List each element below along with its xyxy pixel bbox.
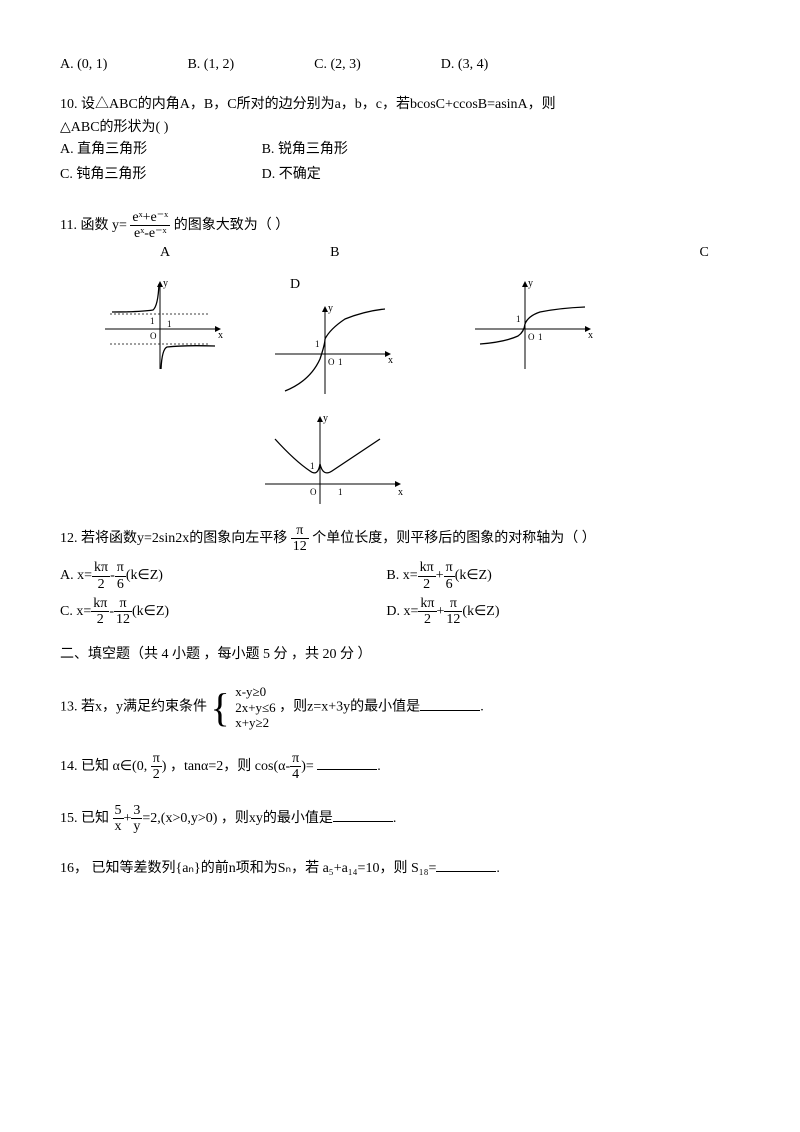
svg-text:1: 1 [538, 332, 543, 342]
q13: 13. 若x，y满足约束条件 { x-y≥0 2x+y≤6 x+y≥2 ，则z=… [60, 684, 740, 731]
graph-c: y x O 1 1 [470, 274, 600, 374]
q11-stem: 11. 函数 y= eˣ+e⁻ˣ eˣ-e⁻ˣ 的图象大致为（ ） [60, 210, 740, 242]
opt-b: B. x=kπ2+π6(k∈Z) [386, 560, 712, 592]
opt-d: D. 不确定 [262, 164, 464, 186]
q10-stem: 10. 设△ABC的内角A，B，C所对的边分别为a，b，c，若bcosC+cco… [60, 94, 740, 139]
label-d: D [290, 274, 400, 296]
q12: 12. 若将函数y=2sin2x的图象向左平移 π12 个单位长度，则平移后的图… [60, 523, 740, 632]
label-a: A [160, 242, 170, 264]
svg-text:1: 1 [516, 314, 521, 324]
opt-c: C. (2, 3) [314, 54, 361, 76]
q10: 10. 设△ABC的内角A，B，C所对的边分别为a，b，c，若bcosC+cco… [60, 94, 740, 188]
svg-text:1: 1 [338, 357, 343, 367]
opt-c: C. x=kπ2-π12(k∈Z) [60, 596, 386, 628]
opt-c: C. 钝角三角形 [60, 164, 262, 186]
svg-text:y: y [163, 278, 168, 289]
q-top-options: A. (0, 1) B. (1, 2) C. (2, 3) D. (3, 4) [60, 54, 740, 76]
svg-text:y: y [323, 413, 328, 424]
svg-text:O: O [528, 332, 535, 342]
q11-charts-row2: y x O 1 1 [260, 409, 740, 509]
opt-b: B. (1, 2) [187, 54, 234, 76]
opt-b: B. 锐角三角形 [262, 139, 464, 161]
graph-b: y x O 1 1 [270, 299, 400, 399]
svg-text:y: y [328, 303, 333, 314]
svg-text:O: O [150, 331, 157, 341]
svg-text:y: y [528, 278, 533, 289]
opt-a: A. (0, 1) [60, 54, 107, 76]
blank [436, 857, 496, 872]
opts: A. (0, 1) B. (1, 2) C. (2, 3) D. (3, 4) [60, 54, 740, 76]
q11-frac: eˣ+e⁻ˣ eˣ-e⁻ˣ [130, 210, 170, 242]
svg-text:1: 1 [310, 461, 315, 471]
q12-stem: 12. 若将函数y=2sin2x的图象向左平移 π12 个单位长度，则平移后的图… [60, 523, 740, 555]
brace-icon: { [211, 692, 230, 724]
q11-labels-row1: A B C [160, 242, 740, 264]
svg-text:x: x [388, 355, 393, 366]
q16: 16， 已知等差数列{aₙ}的前n项和为Sₙ，若 a₅+a₁₄=10，则 S₁₈… [60, 857, 740, 880]
blank [333, 807, 393, 822]
q14: 14. 已知 α∈(0, π2) ，tanα=2，则 cos(α-π4)= . [60, 751, 740, 783]
svg-text:x: x [398, 487, 403, 498]
label-d-wrap: D y x O 1 1 [270, 274, 400, 398]
svg-text:O: O [310, 487, 317, 497]
svg-text:O: O [328, 357, 335, 367]
svg-text:1: 1 [167, 319, 172, 329]
cases: x-y≥0 2x+y≤6 x+y≥2 [235, 684, 275, 731]
section-2-title: 二、填空题（共 4 小题 ，每小题 5 分 ，共 20 分 ） [60, 644, 740, 666]
blank [420, 696, 480, 711]
blank [317, 755, 377, 770]
opt-a: A. x=kπ2-π6(k∈Z) [60, 560, 386, 592]
graph-d: y x O 1 1 [260, 409, 410, 509]
svg-text:x: x [218, 330, 223, 341]
q11-charts-row1: y x O 1 1 D y x O 1 1 [100, 274, 740, 398]
opt-d: D. x=kπ2+π12(k∈Z) [386, 596, 712, 628]
q12-opts: A. x=kπ2-π6(k∈Z) B. x=kπ2+π6(k∈Z) C. x=k… [60, 560, 740, 632]
opt-a: A. 直角三角形 [60, 139, 262, 161]
opt-d: D. (3, 4) [441, 54, 488, 76]
svg-text:1: 1 [338, 487, 343, 497]
svg-text:x: x [588, 330, 593, 341]
svg-text:1: 1 [315, 339, 320, 349]
graph-a: y x O 1 1 [100, 274, 230, 374]
q11: 11. 函数 y= eˣ+e⁻ˣ eˣ-e⁻ˣ 的图象大致为（ ） A B C … [60, 210, 740, 509]
svg-text:1: 1 [150, 316, 155, 326]
q10-opts: A. 直角三角形 B. 锐角三角形 C. 钝角三角形 D. 不确定 [60, 139, 480, 188]
label-b: B [330, 242, 339, 264]
label-c: C [699, 242, 708, 264]
q15: 15. 已知 5x+3y=2,(x>0,y>0) ，则xy的最小值是. [60, 803, 740, 835]
